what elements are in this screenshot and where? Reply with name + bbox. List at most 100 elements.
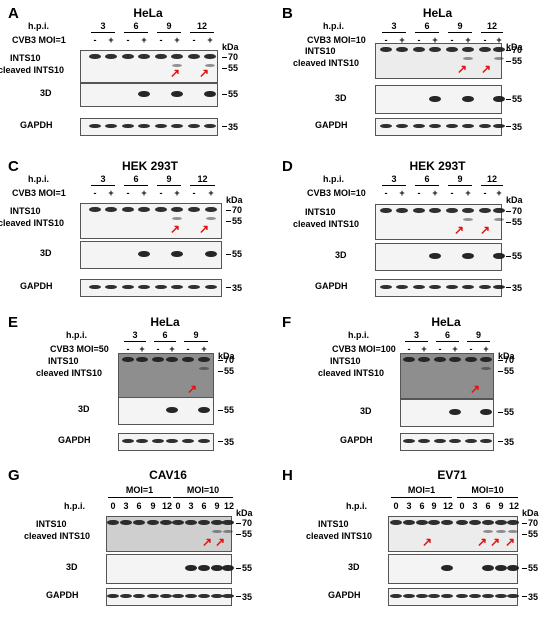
marker-55: 55 [232,216,243,226]
time-label: 9 [431,501,437,511]
row-label-3d: 3D [40,88,52,98]
ints10-band [205,207,217,212]
ints10-band [446,208,458,213]
time-label: 6 [419,501,425,511]
row-label-cleaved-ints10: cleaved INTS10 [293,219,360,229]
ints10-band [171,207,183,212]
infection-sign: + [208,188,214,198]
cleaved-ints10-band [463,218,473,221]
gapdh-band [449,439,461,443]
hpi-label: h.p.i. [28,174,49,184]
ints10-band [495,520,507,525]
hpi-label: h.p.i. [28,21,49,31]
group-underline [108,497,171,498]
ints10-band [120,520,132,525]
time-label: 9 [457,21,463,31]
gapdh-blot [400,433,494,451]
ints10-band [147,520,159,525]
marker-tick [222,94,227,95]
viral-3d-blot [400,399,494,427]
marker-tick [222,126,227,127]
row-label-gapdh: GAPDH [20,281,53,291]
group-label-moi-high: MOI=10 [471,485,504,495]
gapdh-band [107,594,119,598]
marker-tick [226,210,231,211]
ints10-band [89,207,101,212]
gapdh-band [222,594,234,598]
time-underline [190,32,214,33]
time-underline [467,341,490,342]
ints10-band [138,54,150,59]
ints10-band [434,357,446,362]
red-arrow-icon: ↗ [454,223,465,237]
viral-3d-band [462,95,474,102]
gapdh-band [507,594,519,598]
ints10-band [480,357,492,362]
group-underline [457,497,518,498]
row-label-gapdh: GAPDH [328,590,361,600]
infection-sign: - [156,344,160,354]
viral-3d-band [198,407,210,413]
panel-letter-B: B [282,5,293,22]
gapdh-band [171,124,183,128]
ints10-band [122,357,134,362]
kda-label: kDa [522,508,539,518]
time-underline [448,185,472,186]
ints10-band [105,54,117,59]
infection-sign: + [465,188,471,198]
ints10-band [507,520,519,525]
panel-letter-A: A [8,5,19,22]
infection-sign: + [432,35,438,45]
time-label: 6 [133,21,139,31]
time-label: 12 [197,174,208,184]
gapdh-band [205,285,217,289]
gapdh-band [211,594,223,598]
row-label-3d: 3D [360,406,372,416]
viral-3d-band [198,565,210,571]
panel-title: CAV16 [149,468,187,482]
ints10-band [136,357,148,362]
gapdh-band [479,124,491,128]
ints10-band [456,520,468,525]
ints10-band [172,520,184,525]
panel-title: EV71 [437,468,467,482]
infection-sign: - [483,188,487,198]
time-label: 0 [175,501,181,511]
cleaved-ints10-band [205,64,215,67]
gapdh-band [429,124,441,128]
row-label-gapdh: GAPDH [340,435,373,445]
kda-label: kDa [506,42,523,52]
row-label-3d: 3D [348,562,360,572]
red-arrow-icon: ↗ [422,535,433,549]
marker-35: 35 [504,437,515,447]
gapdh-band [122,285,134,289]
row-label-cleaved-ints10: cleaved INTS10 [318,368,385,378]
panel-letter-F: F [282,314,292,331]
ints10-band [441,520,453,525]
row-label-ints10: INTS10 [10,53,41,63]
infection-sign: + [174,35,180,45]
ints10-band [188,207,200,212]
ints10-band [462,208,474,213]
ints10-band [185,520,197,525]
infection-sign: + [432,188,438,198]
ints10-band [413,47,425,52]
time-underline [124,341,146,342]
marker-55: 55 [224,366,235,376]
infection-sign: + [496,188,502,198]
row-label-3d: 3D [335,92,347,103]
marker-tick [522,596,527,597]
marker-35: 35 [224,437,235,447]
marker-tick [498,371,503,372]
marker-tick [506,61,511,62]
red-arrow-icon: ↗ [470,382,481,396]
ints10-band [160,520,172,525]
panel-letter-H: H [282,467,293,484]
condition-label: CVB3 MOI=10 [307,188,366,198]
time-underline [124,32,148,33]
marker-tick [226,254,231,255]
gapdh-band [155,285,167,289]
gapdh-band [403,594,415,598]
marker-tick [506,50,511,51]
marker-70: 70 [512,45,523,55]
